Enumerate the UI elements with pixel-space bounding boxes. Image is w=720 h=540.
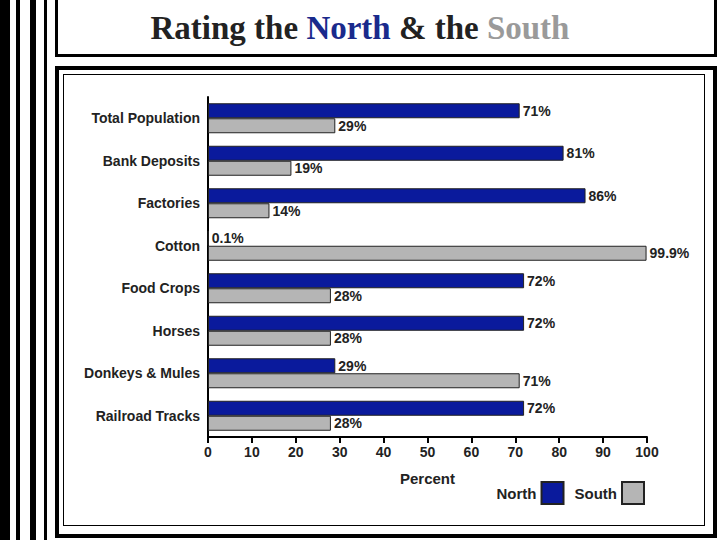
svg-text:29%: 29% — [338, 358, 367, 374]
svg-text:72%: 72% — [527, 315, 556, 331]
svg-text:Bank Deposits: Bank Deposits — [103, 153, 200, 169]
svg-text:19%: 19% — [294, 160, 323, 176]
svg-text:Cotton: Cotton — [155, 238, 200, 254]
svg-text:& the: & the — [391, 10, 487, 46]
svg-text:Donkeys & Mules: Donkeys & Mules — [84, 365, 200, 381]
svg-text:10: 10 — [244, 444, 260, 460]
svg-text:Rating the: Rating the — [151, 10, 307, 46]
svg-text:100: 100 — [635, 444, 659, 460]
svg-text:Factories: Factories — [138, 195, 200, 211]
svg-text:North: North — [497, 485, 537, 502]
svg-text:0.1%: 0.1% — [212, 230, 244, 246]
svg-text:90: 90 — [595, 444, 611, 460]
svg-text:28%: 28% — [334, 330, 363, 346]
svg-text:Food Crops: Food Crops — [121, 280, 200, 296]
svg-text:28%: 28% — [334, 288, 363, 304]
svg-text:86%: 86% — [589, 188, 618, 204]
svg-text:71%: 71% — [523, 103, 552, 119]
svg-text:60: 60 — [464, 444, 480, 460]
svg-text:80: 80 — [551, 444, 567, 460]
svg-text:28%: 28% — [334, 415, 363, 431]
svg-text:Railroad Tracks: Railroad Tracks — [96, 408, 200, 424]
svg-text:81%: 81% — [567, 145, 596, 161]
svg-text:70: 70 — [508, 444, 524, 460]
svg-text:14%: 14% — [272, 203, 301, 219]
svg-text:30: 30 — [332, 444, 348, 460]
svg-text:0: 0 — [204, 444, 212, 460]
svg-text:40: 40 — [376, 444, 392, 460]
svg-text:72%: 72% — [527, 400, 556, 416]
svg-text:South: South — [575, 485, 618, 502]
svg-text:50: 50 — [420, 444, 436, 460]
svg-text:Horses: Horses — [153, 323, 201, 339]
svg-text:29%: 29% — [338, 118, 367, 134]
svg-text:Total Population: Total Population — [91, 110, 200, 126]
svg-text:20: 20 — [288, 444, 304, 460]
svg-text:99.9%: 99.9% — [650, 245, 690, 261]
svg-text:South: South — [487, 10, 570, 46]
svg-text:71%: 71% — [523, 373, 552, 389]
svg-text:Percent: Percent — [400, 470, 455, 487]
svg-text:72%: 72% — [527, 273, 556, 289]
svg-text:North: North — [306, 10, 390, 46]
